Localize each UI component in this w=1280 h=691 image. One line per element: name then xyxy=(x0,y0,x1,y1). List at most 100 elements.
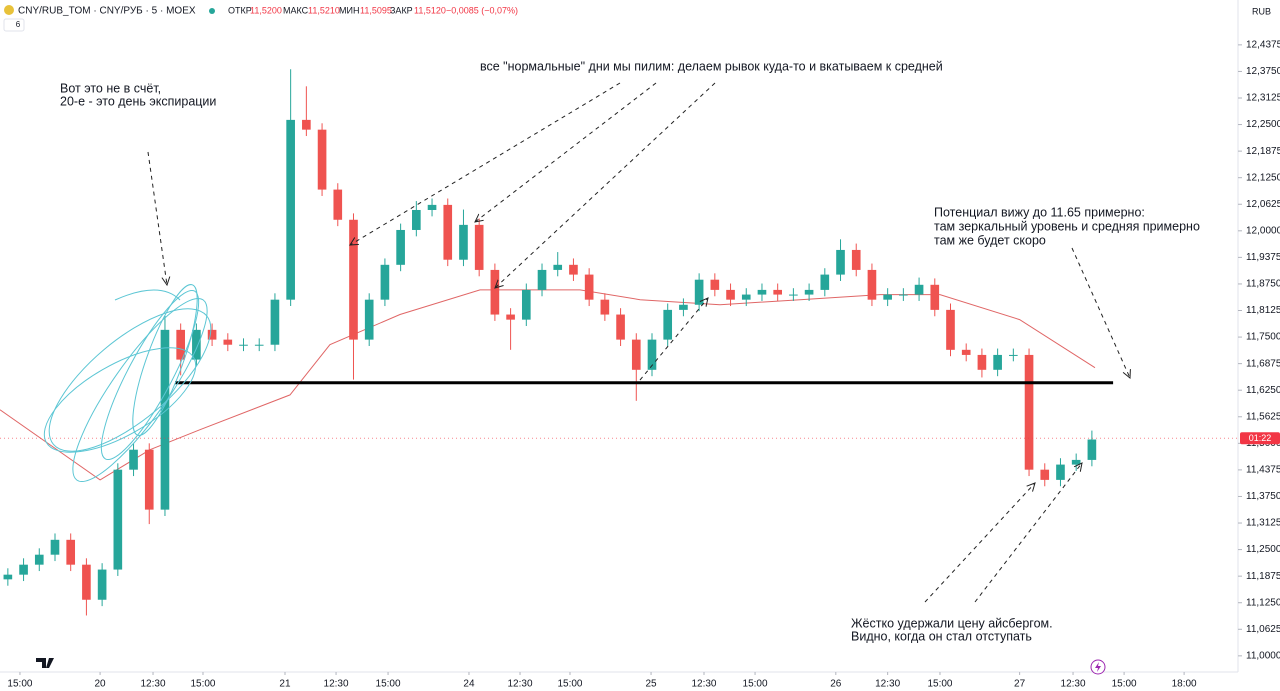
candle-body xyxy=(50,539,60,555)
legend-label: МИН xyxy=(339,5,359,15)
candle-body xyxy=(961,349,971,355)
candle-body xyxy=(647,339,657,370)
y-tick-label: 12,4375 xyxy=(1246,40,1280,51)
y-tick-label: 11,3750 xyxy=(1246,491,1280,502)
candle-body xyxy=(459,224,468,260)
candle-body xyxy=(851,249,861,270)
candle-body xyxy=(1009,354,1018,356)
candle-body xyxy=(521,289,531,320)
candle-body xyxy=(757,289,767,295)
candle-body xyxy=(144,449,154,510)
y-tick-label: 11,3125 xyxy=(1246,518,1280,529)
y-tick-label: 12,1875 xyxy=(1246,146,1280,157)
candle-body xyxy=(584,274,594,300)
legend-value: 11,5210 xyxy=(308,5,340,15)
candle-body xyxy=(804,289,814,295)
indicator-count: 6 xyxy=(16,20,21,29)
annotation: Потенциал вижу до 11.65 примерно: xyxy=(934,205,1145,219)
candle-body xyxy=(349,219,358,340)
candle-body xyxy=(836,249,845,275)
change: −0,0085 (−0,07%) xyxy=(446,5,518,15)
y-tick-label: 11,1875 xyxy=(1246,571,1280,582)
x-tick-label: 21 xyxy=(279,679,291,690)
annotation: Видно, когда он стал отступать xyxy=(851,629,1032,643)
candle-body xyxy=(710,279,720,290)
x-tick-label: 15:00 xyxy=(743,679,768,690)
arrow xyxy=(974,463,1082,603)
candle-body xyxy=(380,264,390,300)
annotation: Жёстко удержали цену айсбергом. xyxy=(851,616,1053,630)
candle-body xyxy=(726,289,735,300)
y-tick-label: 12,1250 xyxy=(1246,172,1280,183)
y-tick-label: 11,2500 xyxy=(1246,544,1280,555)
x-tick-label: 12:30 xyxy=(875,679,900,690)
candle-body xyxy=(286,119,295,300)
x-tick-label: 26 xyxy=(830,679,842,690)
candle-body xyxy=(506,314,515,320)
y-tick-label: 11,8125 xyxy=(1246,305,1280,316)
candle-body xyxy=(977,354,987,370)
candle-body xyxy=(914,284,924,295)
y-tick-label: 12,3125 xyxy=(1246,93,1280,104)
legend-label: МАКС xyxy=(283,5,309,15)
scribbles xyxy=(43,284,212,483)
arrow xyxy=(924,483,1035,603)
indicator-toggle[interactable] xyxy=(3,18,25,32)
candle-body xyxy=(553,264,563,270)
candle-body xyxy=(537,269,547,290)
candle-body xyxy=(490,269,500,315)
y-tick-label: 12,0000 xyxy=(1246,225,1280,236)
x-tick-label: 12:30 xyxy=(1061,679,1086,690)
currency: RUB xyxy=(1252,6,1271,16)
legend-value: 11,5095 xyxy=(360,5,392,15)
arrow xyxy=(475,82,657,222)
candle-body xyxy=(113,469,123,570)
x-tick-label: 12:30 xyxy=(508,679,533,690)
candle-body xyxy=(631,339,641,370)
candle-body xyxy=(34,554,44,565)
legend-value: 11,5200 xyxy=(250,5,282,15)
candle-body xyxy=(364,299,374,340)
arrow xyxy=(639,298,708,381)
candle-body xyxy=(270,299,280,345)
candle-body xyxy=(254,344,264,346)
candle-body xyxy=(239,344,248,346)
candle-body xyxy=(176,329,185,360)
candle-body xyxy=(867,269,877,300)
legend-label: ЗАКР xyxy=(390,5,413,15)
candle-body xyxy=(443,204,453,260)
candle-body xyxy=(474,224,484,270)
candle-body xyxy=(741,294,751,300)
y-tick-label: 11,9375 xyxy=(1246,252,1280,263)
annotation: Вот это не в счёт, xyxy=(60,81,161,95)
plot-area xyxy=(0,69,1238,616)
status-dot xyxy=(209,8,215,14)
y-tick-label: 11,4375 xyxy=(1246,465,1280,476)
candle-body xyxy=(302,119,311,130)
candle-body xyxy=(192,329,201,360)
candle-body xyxy=(1087,439,1097,460)
candle-body xyxy=(412,209,421,230)
x-tick-label: 24 xyxy=(463,679,475,690)
arrow xyxy=(147,151,167,285)
candle-body xyxy=(427,204,437,210)
y-tick-label: 11,7500 xyxy=(1246,332,1280,343)
scribble xyxy=(43,347,197,453)
candle-body xyxy=(616,314,625,340)
y-tick-label: 11,6250 xyxy=(1246,385,1280,396)
y-tick-label: 11,0000 xyxy=(1246,650,1280,661)
candle-body xyxy=(1056,464,1065,480)
x-tick-label: 15:00 xyxy=(7,679,32,690)
candle-body xyxy=(97,569,107,600)
annotation: 20-е - это день экспирации xyxy=(60,94,216,108)
x-tick-label: 12:30 xyxy=(691,679,716,690)
x-tick-label: 15:00 xyxy=(927,679,952,690)
x-tick-label: 12:30 xyxy=(324,679,349,690)
annotations: Вот это не в счёт, 20-е - это день экспи… xyxy=(60,59,1200,643)
candle-body xyxy=(694,279,704,305)
x-tick-label: 27 xyxy=(1014,679,1026,690)
x-tick-label: 20 xyxy=(95,679,107,690)
y-tick-label: 11,0625 xyxy=(1246,624,1280,635)
candle-body xyxy=(1024,354,1034,470)
